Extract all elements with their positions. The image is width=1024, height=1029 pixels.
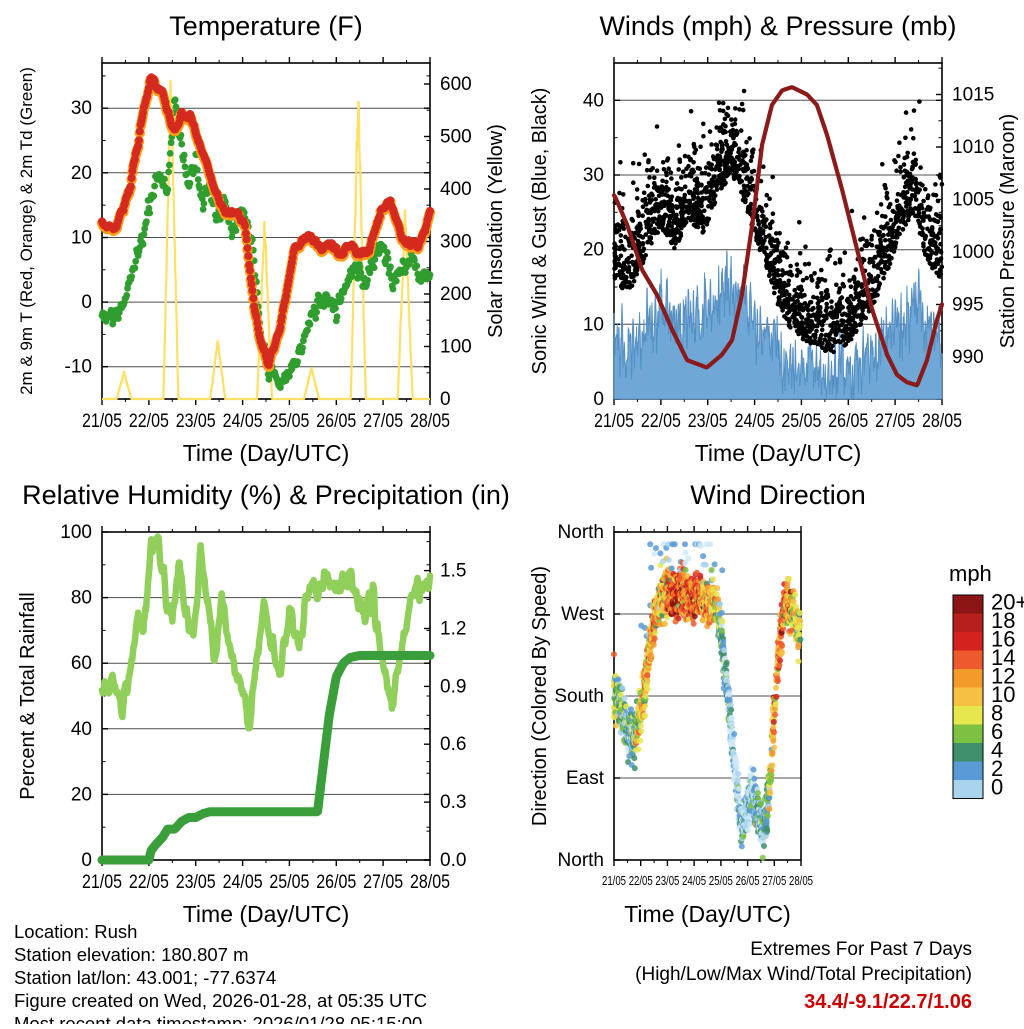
svg-text:20: 20 xyxy=(71,784,92,805)
svg-text:0.0: 0.0 xyxy=(440,850,466,871)
svg-text:Sonic Wind & Gust (Blue, Black: Sonic Wind & Gust (Blue, Black) xyxy=(529,88,551,375)
svg-text:500: 500 xyxy=(440,127,472,148)
svg-text:Time (Day/UTC): Time (Day/UTC) xyxy=(183,440,350,466)
svg-text:30: 30 xyxy=(583,165,604,186)
svg-text:23/05: 23/05 xyxy=(176,872,216,893)
svg-text:28/05: 28/05 xyxy=(410,411,450,432)
svg-text:80: 80 xyxy=(71,588,92,609)
svg-text:26/05: 26/05 xyxy=(316,872,356,893)
svg-text:1005: 1005 xyxy=(952,190,994,211)
svg-text:30: 30 xyxy=(71,98,92,119)
svg-text:10: 10 xyxy=(583,314,604,335)
svg-text:200: 200 xyxy=(440,284,472,305)
svg-text:300: 300 xyxy=(440,232,472,253)
svg-text:0.9: 0.9 xyxy=(440,676,466,697)
svg-text:25/05: 25/05 xyxy=(269,411,309,432)
svg-text:24/05: 24/05 xyxy=(682,874,706,888)
svg-text:995: 995 xyxy=(952,295,984,316)
svg-text:27/05: 27/05 xyxy=(363,872,403,893)
svg-text:0.3: 0.3 xyxy=(440,792,466,813)
svg-text:Time (Day/UTC): Time (Day/UTC) xyxy=(695,440,862,466)
svg-text:22/05: 22/05 xyxy=(629,874,653,888)
svg-text:21/05: 21/05 xyxy=(82,872,122,893)
svg-text:Solar Insolation (Yellow): Solar Insolation (Yellow) xyxy=(485,124,507,338)
svg-text:1.2: 1.2 xyxy=(440,619,466,640)
svg-text:West: West xyxy=(561,604,605,625)
svg-text:1.5: 1.5 xyxy=(440,561,466,582)
svg-text:27/05: 27/05 xyxy=(363,411,403,432)
svg-text:22/05: 22/05 xyxy=(129,411,169,432)
svg-text:21/05: 21/05 xyxy=(602,874,626,888)
svg-text:East: East xyxy=(566,768,605,789)
svg-text:27/05: 27/05 xyxy=(762,874,786,888)
svg-text:23/05: 23/05 xyxy=(655,874,679,888)
svg-text:0: 0 xyxy=(440,389,451,410)
svg-text:-10: -10 xyxy=(65,357,92,378)
svg-text:Time (Day/UTC): Time (Day/UTC) xyxy=(183,901,350,927)
svg-text:600: 600 xyxy=(440,74,472,95)
svg-text:25/05: 25/05 xyxy=(781,411,821,432)
svg-text:26/05: 26/05 xyxy=(736,874,760,888)
svg-text:21/05: 21/05 xyxy=(594,411,634,432)
svg-text:South: South xyxy=(554,686,604,707)
svg-text:0: 0 xyxy=(593,389,604,410)
svg-text:28/05: 28/05 xyxy=(410,872,450,893)
svg-text:Relative Humidity (%) & Precip: Relative Humidity (%) & Precipitation (i… xyxy=(22,480,510,510)
svg-text:25/05: 25/05 xyxy=(269,872,309,893)
svg-text:40: 40 xyxy=(583,90,604,111)
svg-text:100: 100 xyxy=(60,522,92,543)
svg-text:24/05: 24/05 xyxy=(223,872,263,893)
svg-text:40: 40 xyxy=(71,719,92,740)
svg-text:North: North xyxy=(558,850,604,871)
svg-text:Percent & Total Rainfall: Percent & Total Rainfall xyxy=(17,592,39,800)
svg-text:1000: 1000 xyxy=(952,242,994,263)
svg-text:400: 400 xyxy=(440,179,472,200)
svg-text:1010: 1010 xyxy=(952,137,994,158)
svg-text:22/05: 22/05 xyxy=(641,411,681,432)
svg-text:25/05: 25/05 xyxy=(709,874,733,888)
svg-text:Wind Direction: Wind Direction xyxy=(690,480,866,510)
svg-text:20: 20 xyxy=(583,240,604,261)
svg-text:Time (Day/UTC): Time (Day/UTC) xyxy=(624,901,791,927)
svg-text:Winds (mph) & Pressure (mb): Winds (mph) & Pressure (mb) xyxy=(599,11,956,41)
svg-text:North: North xyxy=(558,522,604,543)
svg-text:22/05: 22/05 xyxy=(129,872,169,893)
svg-text:10: 10 xyxy=(71,228,92,249)
svg-text:26/05: 26/05 xyxy=(828,411,868,432)
svg-text:0: 0 xyxy=(81,850,92,871)
svg-text:27/05: 27/05 xyxy=(875,411,915,432)
svg-text:Station Pressure (Maroon): Station Pressure (Maroon) xyxy=(997,114,1019,349)
svg-text:23/05: 23/05 xyxy=(176,411,216,432)
svg-text:Direction (Colored By Speed): Direction (Colored By Speed) xyxy=(529,566,551,826)
svg-text:24/05: 24/05 xyxy=(735,411,775,432)
svg-text:28/05: 28/05 xyxy=(789,874,813,888)
svg-text:20: 20 xyxy=(71,163,92,184)
svg-text:100: 100 xyxy=(440,337,472,358)
svg-text:990: 990 xyxy=(952,347,984,368)
svg-text:0.6: 0.6 xyxy=(440,734,466,755)
svg-text:28/05: 28/05 xyxy=(922,411,962,432)
svg-text:1015: 1015 xyxy=(952,85,994,106)
svg-text:26/05: 26/05 xyxy=(316,411,356,432)
svg-text:Temperature (F): Temperature (F) xyxy=(169,11,363,41)
svg-text:24/05: 24/05 xyxy=(223,411,263,432)
svg-text:60: 60 xyxy=(71,653,92,674)
svg-text:2m & 9m T (Red, Orange) & 2m T: 2m & 9m T (Red, Orange) & 2m Td (Green) xyxy=(17,67,36,395)
svg-text:23/05: 23/05 xyxy=(688,411,728,432)
svg-text:0: 0 xyxy=(81,292,92,313)
svg-text:21/05: 21/05 xyxy=(82,411,122,432)
